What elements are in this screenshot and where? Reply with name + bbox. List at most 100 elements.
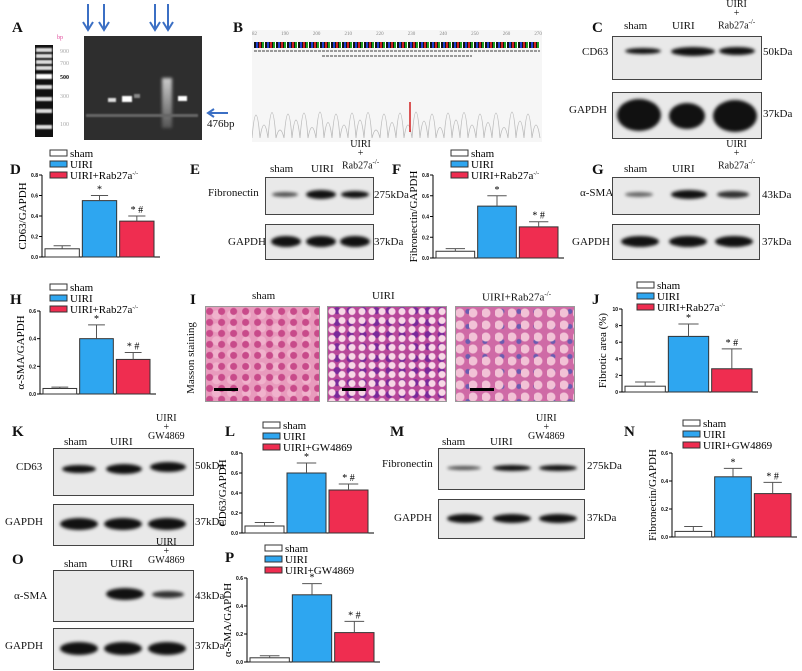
legend-label: UIRI+Rab27a-/- bbox=[471, 170, 539, 182]
bar-sham bbox=[624, 385, 666, 393]
size-label: 275kDa bbox=[374, 189, 409, 201]
y-tick-label: 0 bbox=[615, 390, 618, 396]
bar-uiri bbox=[714, 476, 752, 538]
lane-label-combo: UIRI + GW4869 bbox=[148, 537, 185, 566]
lane-label: sham bbox=[442, 436, 466, 448]
legend-swatch bbox=[636, 292, 655, 300]
significance-mark: * bbox=[304, 452, 309, 463]
legend-label: UIRI+Rab27a-/- bbox=[70, 170, 138, 182]
bar-uiri bbox=[79, 338, 114, 395]
legend-label: sham bbox=[703, 418, 727, 430]
size-label: 37kDa bbox=[195, 640, 225, 652]
position-tick: 230 bbox=[407, 32, 416, 37]
legend-label: UIRI+Rab27a-/- bbox=[70, 304, 138, 316]
image-title: sham bbox=[252, 290, 276, 302]
position-tick: 200 bbox=[312, 32, 321, 37]
lane-label: sham bbox=[624, 163, 648, 175]
legend-swatch bbox=[264, 544, 283, 552]
y-tick-label: 0.0 bbox=[31, 255, 38, 261]
row-label: α-SMA bbox=[14, 590, 48, 602]
y-tick-label: 0.0 bbox=[236, 660, 243, 666]
legend-label: sham bbox=[283, 420, 307, 432]
y-tick-label: 0.0 bbox=[231, 531, 238, 537]
row-label: GAPDH bbox=[572, 236, 610, 248]
size-label: 43kDa bbox=[195, 590, 225, 602]
legend-label: UIRI+Rab27a-/- bbox=[657, 302, 725, 314]
lane-label: UIRI bbox=[110, 436, 133, 448]
bar-uiri bbox=[286, 472, 327, 534]
y-tick-label: 4 bbox=[615, 357, 618, 363]
legend-label: UIRI+GW4869 bbox=[283, 442, 353, 454]
chart-h: 0.0 0.2 0.4 0.6α-SMA/GAPDH sham *UIRI * # UIRI+… bbox=[15, 282, 156, 398]
base-call-bar bbox=[254, 42, 540, 48]
panel-label-j: J bbox=[592, 292, 600, 308]
bar-uiri-rab27a bbox=[115, 358, 151, 395]
ladder-tick: 500 bbox=[60, 75, 69, 81]
y-tick-label: 0.2 bbox=[422, 235, 429, 241]
y-tick-label: 0.0 bbox=[661, 535, 668, 541]
lane-label: sham bbox=[64, 558, 88, 570]
position-tick: 270 bbox=[534, 32, 542, 37]
size-label: 50kDa bbox=[763, 46, 793, 58]
sample-arrows bbox=[82, 4, 174, 32]
legend-swatch bbox=[49, 305, 68, 313]
panel-label-k: K bbox=[12, 424, 24, 440]
position-tick: 240 bbox=[439, 32, 447, 37]
legend-label: UIRI bbox=[285, 554, 308, 566]
row-label: GAPDH bbox=[569, 104, 607, 116]
significance-mark: * # bbox=[348, 610, 361, 621]
y-tick-label: 8 bbox=[615, 324, 618, 330]
panel-label-o: O bbox=[12, 552, 24, 568]
y-axis-label: Fibrotic area (%) bbox=[597, 313, 609, 388]
bar-uiri bbox=[667, 335, 710, 393]
y-axis-label: Fibronectin/GAPDH bbox=[408, 171, 420, 263]
row-label: GAPDH bbox=[5, 516, 43, 528]
legend-label: UIRI bbox=[471, 159, 494, 171]
panel-label-b: B bbox=[233, 20, 244, 36]
lane-label: UIRI bbox=[110, 558, 133, 570]
bar-uiri-rab27a bbox=[711, 368, 753, 393]
significance-mark: * bbox=[310, 573, 315, 584]
legend-swatch bbox=[450, 160, 469, 168]
y-tick-label: 0.6 bbox=[661, 451, 668, 457]
y-tick-label: 0.8 bbox=[31, 173, 38, 179]
bar-sham bbox=[244, 525, 285, 534]
y-axis-label: CD63/GAPDH bbox=[17, 182, 29, 249]
lane-label: sham bbox=[270, 163, 294, 175]
row-label: Fibronectin bbox=[382, 458, 433, 470]
bar-sham bbox=[42, 387, 78, 395]
significance-mark: * # bbox=[726, 338, 739, 349]
y-tick-label: 0.6 bbox=[422, 194, 429, 200]
bar-uiri-rab27a bbox=[119, 220, 155, 258]
agarose-gel bbox=[84, 36, 202, 140]
y-tick-label: 0.4 bbox=[29, 337, 36, 343]
legend-swatch bbox=[636, 303, 655, 311]
legend-swatch bbox=[49, 160, 68, 168]
y-tick-label: 0.0 bbox=[29, 392, 36, 398]
blot-fibronectin bbox=[438, 448, 585, 490]
legend-label: UIRI bbox=[70, 293, 93, 305]
y-tick-label: 0.0 bbox=[422, 256, 429, 262]
blot-fibronectin bbox=[265, 177, 374, 215]
position-tick: 260 bbox=[502, 32, 511, 37]
significance-mark: * bbox=[97, 185, 102, 196]
lane-label-combo: UIRI + GW4869 bbox=[528, 413, 565, 442]
panel-label-m: M bbox=[390, 424, 405, 440]
significance-mark: * bbox=[495, 185, 500, 196]
blot-gapdh bbox=[612, 224, 760, 260]
chart-p: 0.0 0.2 0.4 0.6α-SMA/GAPDH sham *UIRI * # UIRI+… bbox=[222, 543, 380, 666]
significance-mark: * bbox=[94, 314, 99, 325]
y-tick-label: 0.2 bbox=[29, 364, 36, 370]
row-label: GAPDH bbox=[394, 512, 432, 524]
bar-uiri-gw4869 bbox=[334, 632, 375, 663]
panel-label-a: A bbox=[12, 20, 23, 36]
bar-sham bbox=[44, 248, 80, 258]
size-label: 37kDa bbox=[763, 108, 793, 120]
lane-label-combo: UIRI + Rab27a-/- bbox=[718, 0, 756, 32]
y-tick-label: 0.8 bbox=[422, 173, 429, 179]
position-tick: 220 bbox=[376, 32, 384, 37]
